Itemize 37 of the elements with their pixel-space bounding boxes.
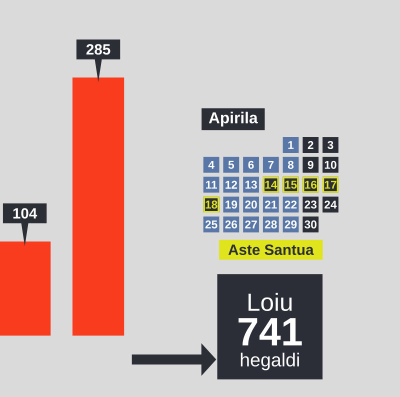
text: Loiu [248,292,292,311]
data-label: 10 [324,160,336,169]
data-label: 24 [324,200,337,208]
data-label: 285 [86,44,110,55]
data-label: 4 [208,160,214,169]
data-label: 26 [225,220,238,228]
data-label: 11 [206,180,217,189]
data-label: 28 [264,220,277,228]
data-label: 9 [308,160,314,169]
data-label: 19 [226,200,238,208]
data-label: 25 [205,220,218,228]
data-label: 1 [288,140,294,149]
data-label: 18 [206,200,218,208]
data-label: 8 [288,160,294,169]
data-label: 6 [248,160,254,169]
data-label: 20 [245,200,257,208]
data-label: 5 [228,160,234,169]
data-label: 741 [238,318,302,346]
data-label: 29 [284,220,297,228]
data-label: 16 [305,180,317,189]
data-label: 23 [304,200,317,208]
data-label: 21 [264,200,277,208]
data-label: 27 [245,220,257,228]
data-label: 22 [284,200,297,208]
text: Aste Santua [228,244,314,255]
data-label: 15 [285,180,297,189]
data-label: 12 [226,180,238,189]
data-label: 104 [13,208,38,218]
data-label: 17 [324,180,336,189]
text: hegaldi [240,352,299,370]
data-label: 13 [245,180,257,189]
chart-title: Apirila [208,112,258,126]
data-label: 2 [308,140,314,149]
data-label: 7 [268,160,274,169]
data-label: 3 [328,140,334,149]
data-label: 14 [265,180,278,189]
data-label: 30 [304,220,316,228]
